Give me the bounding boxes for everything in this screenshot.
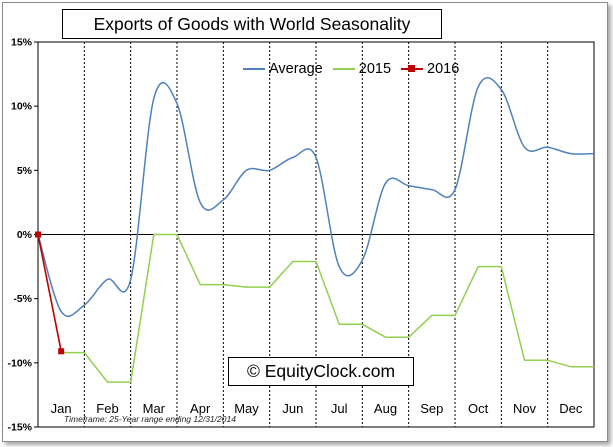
y-tick-label: -15% bbox=[7, 422, 32, 434]
legend-label-average: Average bbox=[269, 61, 323, 77]
x-tick-label: Apr bbox=[190, 401, 211, 416]
legend-label-2015: 2015 bbox=[358, 61, 392, 77]
timeframe-note: Timeframe: 25-Year range ending 12/31/20… bbox=[64, 414, 236, 424]
x-tick-label: Jul bbox=[331, 401, 348, 416]
y-tick-label: 5% bbox=[17, 165, 33, 177]
y-tick-label: -10% bbox=[7, 357, 32, 369]
x-tick-label: Jan bbox=[51, 401, 72, 416]
x-tick-label: Feb bbox=[96, 401, 118, 416]
series-2016-line bbox=[37, 234, 62, 352]
x-tick-label: Mar bbox=[143, 401, 166, 416]
series-average-line bbox=[37, 76, 595, 317]
legend-item-2015: 2015 bbox=[332, 61, 392, 77]
y-tick-label: 0% bbox=[17, 229, 33, 241]
legend-swatch-2016 bbox=[401, 65, 424, 72]
legend-swatch-2015 bbox=[332, 68, 355, 70]
legend: Average 2015 2016 bbox=[243, 61, 469, 77]
x-tick-label: Sep bbox=[420, 401, 443, 416]
legend-item-average: Average bbox=[243, 61, 323, 77]
series-2016-marker bbox=[58, 348, 65, 355]
legend-marker-2016 bbox=[408, 65, 416, 72]
chart-title: Exports of Goods with World Seasonality bbox=[62, 9, 442, 39]
y-tick-label: -5% bbox=[13, 293, 32, 305]
series-2015-line bbox=[61, 233, 594, 383]
legend-item-2016: 2016 bbox=[401, 61, 459, 77]
watermark: © EquityClock.com bbox=[228, 357, 414, 386]
x-tick-label: May bbox=[234, 401, 259, 416]
y-tick-label: 10% bbox=[11, 101, 33, 113]
x-tick-label: Dec bbox=[559, 401, 583, 416]
series-2016-marker bbox=[35, 231, 41, 238]
legend-label-2016: 2016 bbox=[427, 61, 460, 77]
x-tick-label: Aug bbox=[374, 401, 397, 416]
x-tick-label: Jun bbox=[282, 401, 303, 416]
legend-swatch-average bbox=[243, 68, 265, 70]
x-tick-label: Nov bbox=[513, 401, 537, 416]
y-tick-label: 15% bbox=[11, 37, 33, 49]
x-tick-label: Oct bbox=[468, 401, 489, 416]
